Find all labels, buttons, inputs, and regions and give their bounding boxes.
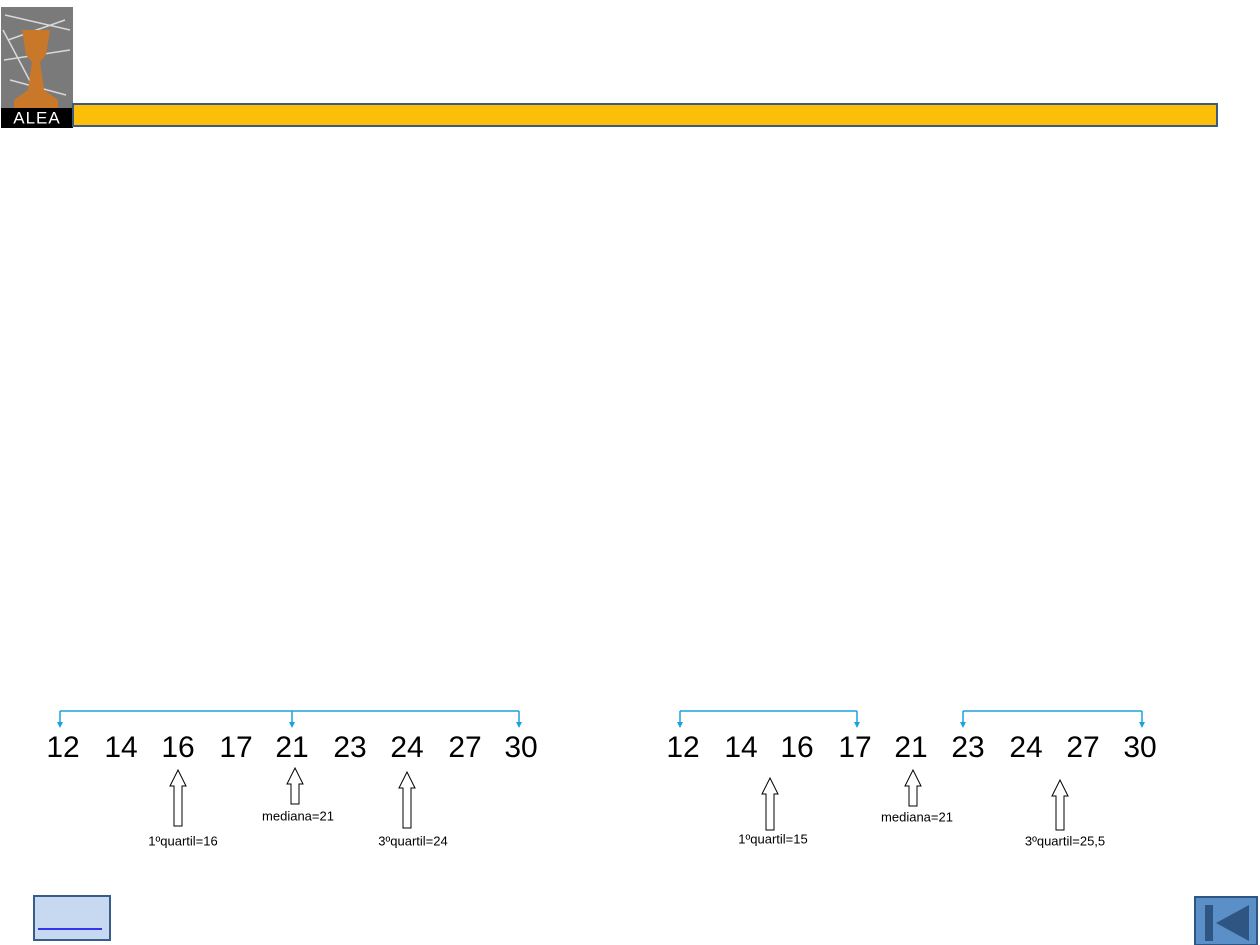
logo: ALEA xyxy=(1,7,73,128)
data-number: 24 xyxy=(390,731,423,764)
data-number: 23 xyxy=(951,731,984,764)
data-number: 12 xyxy=(666,731,699,764)
hollow-arrow xyxy=(1051,778,1069,831)
icon-bar[interactable] xyxy=(1205,905,1213,941)
bracket-arrowhead xyxy=(960,722,966,728)
data-number: 24 xyxy=(1009,731,1042,764)
blank-link-button[interactable] xyxy=(33,895,111,941)
data-number: 12 xyxy=(46,731,79,764)
data-number: 14 xyxy=(724,731,757,764)
data-number: 16 xyxy=(161,731,194,764)
data-number: 30 xyxy=(1123,731,1156,764)
arrow-label: 1ºquartil=16 xyxy=(148,833,217,848)
logo-band xyxy=(1,108,73,128)
data-number: 30 xyxy=(504,731,537,764)
hollow-arrow xyxy=(761,776,779,831)
data-number: 27 xyxy=(448,731,481,764)
icon-triangle[interactable] xyxy=(1216,905,1249,941)
arrow-label: mediana=21 xyxy=(262,808,334,823)
logo-figure xyxy=(14,30,58,108)
data-number: 23 xyxy=(333,731,366,764)
hollow-arrow xyxy=(286,766,304,805)
data-number: 27 xyxy=(1066,731,1099,764)
bracket-arrowhead xyxy=(516,722,522,728)
data-number: 21 xyxy=(275,731,308,764)
header-bar xyxy=(72,103,1218,127)
arrow-label: 3ºquartil=24 xyxy=(378,833,447,848)
data-number: 17 xyxy=(838,731,871,764)
diagrams: 12 14 16 17 21 23 24 27 30 1ºquartil=16 mediana=21… xyxy=(46,710,1157,848)
bracket-arrowhead xyxy=(57,722,63,728)
button-frame[interactable] xyxy=(33,895,111,941)
bracket-arrowhead xyxy=(854,722,860,728)
data-number: 14 xyxy=(104,731,137,764)
data-number: 17 xyxy=(219,731,252,764)
hollow-arrow xyxy=(169,768,187,827)
arrow-label: 3ºquartil=25,5 xyxy=(1025,833,1105,848)
bracket-arrowhead xyxy=(677,722,683,728)
hollow-arrow xyxy=(904,768,922,807)
hollow-arrow xyxy=(398,770,416,829)
first-slide-button[interactable] xyxy=(1194,896,1258,945)
logo-text: ALEA xyxy=(13,108,60,127)
arrow-label: 1ºquartil=15 xyxy=(738,831,807,846)
bracket-arrowhead xyxy=(289,722,295,728)
bracket-arrowhead xyxy=(1139,722,1145,728)
data-number: 16 xyxy=(780,731,813,764)
arrow-label: mediana=21 xyxy=(881,809,953,824)
data-number: 21 xyxy=(894,731,927,764)
